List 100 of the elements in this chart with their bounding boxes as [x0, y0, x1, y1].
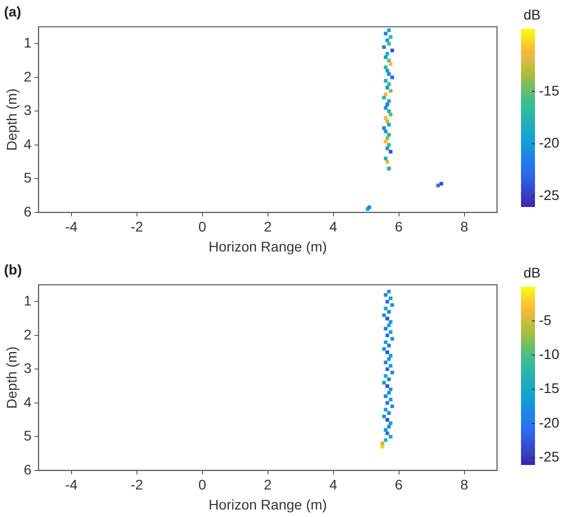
x-tick-label: 4	[329, 476, 338, 493]
point	[385, 300, 390, 304]
x-tick-label: 8	[460, 218, 468, 235]
x-axis-title: Horizon Range (m)	[208, 496, 327, 512]
point	[388, 150, 392, 154]
point	[387, 42, 391, 46]
point	[385, 160, 390, 164]
point	[436, 184, 440, 188]
point	[387, 143, 391, 147]
y-tick-label: 1	[24, 34, 32, 51]
point	[387, 377, 391, 382]
point	[390, 48, 394, 52]
color-bar-label: -5	[539, 312, 552, 328]
point	[388, 388, 392, 392]
point	[388, 330, 392, 334]
point	[388, 296, 392, 300]
point	[387, 310, 391, 314]
point	[382, 45, 386, 49]
y-tick-label: 5	[24, 428, 32, 444]
y-axis-title: Depth (m)	[3, 88, 20, 151]
y-tick-label: 6	[24, 461, 32, 478]
point	[384, 438, 388, 442]
color-bar-label: -10	[539, 346, 560, 362]
y-tick-label: 3	[24, 360, 32, 376]
point	[385, 367, 390, 371]
point	[384, 293, 388, 297]
chart-title: (a)	[4, 3, 22, 20]
point	[387, 28, 391, 32]
y-tick-label: 2	[24, 68, 32, 84]
x-tick-label: -4	[65, 218, 78, 235]
y-tick-label: 6	[24, 203, 32, 220]
point	[387, 132, 391, 137]
y-tick-label: 4	[24, 394, 32, 410]
point	[387, 390, 391, 395]
point	[390, 404, 394, 408]
point	[385, 52, 390, 56]
x-tick-label: 8	[460, 476, 468, 493]
point	[388, 398, 392, 402]
point	[388, 434, 392, 438]
point	[385, 384, 390, 388]
y-axis-title: Depth (m)	[3, 346, 20, 409]
x-tick-label: 6	[394, 476, 403, 493]
point	[387, 344, 391, 348]
point	[384, 32, 388, 36]
color-bar-label: -20	[539, 134, 560, 151]
point	[382, 414, 386, 418]
point	[384, 78, 388, 83]
y-tick-label: 3	[24, 102, 32, 118]
point	[387, 122, 391, 126]
point	[388, 354, 392, 358]
point	[390, 336, 394, 341]
point	[384, 326, 388, 331]
point	[380, 444, 384, 449]
x-tick-label: 6	[394, 218, 403, 235]
point	[384, 92, 388, 96]
point	[382, 380, 386, 384]
point	[385, 401, 390, 405]
point	[382, 96, 386, 100]
point	[385, 334, 390, 338]
point	[388, 112, 392, 116]
point	[384, 360, 388, 364]
point	[382, 126, 386, 130]
point	[390, 370, 394, 374]
x-axis-title: Horizon Range (m)	[208, 238, 327, 254]
point	[382, 347, 386, 351]
chart-title: (b)	[4, 261, 22, 278]
point	[384, 140, 388, 144]
point	[387, 99, 391, 103]
point	[388, 364, 392, 368]
point	[384, 65, 388, 70]
point	[387, 82, 391, 86]
point	[385, 102, 390, 106]
point	[385, 86, 390, 90]
x-tick-label: 4	[329, 218, 338, 235]
color-bar-title: dB	[523, 6, 541, 23]
point	[387, 357, 391, 361]
point	[384, 394, 388, 398]
x-tick-label: -2	[130, 476, 144, 493]
y-tick-label: 5	[24, 170, 32, 186]
point	[387, 411, 391, 415]
point	[384, 156, 388, 160]
x-tick-label: 2	[264, 218, 272, 235]
point	[387, 424, 391, 428]
point	[385, 418, 390, 422]
point	[384, 106, 388, 110]
point	[385, 316, 390, 320]
point	[387, 109, 391, 113]
point	[384, 116, 388, 120]
color-bar-label: -25	[539, 448, 560, 464]
point	[384, 306, 388, 310]
point	[439, 182, 444, 186]
y-tick-label: 4	[24, 136, 32, 152]
point	[380, 442, 384, 446]
color-bar-label: -15	[539, 82, 560, 98]
point	[387, 166, 391, 170]
point	[388, 89, 392, 93]
color-bar-title: dB	[523, 264, 541, 281]
point	[390, 303, 394, 307]
point	[388, 320, 392, 324]
x-tick-label: -4	[65, 476, 78, 493]
